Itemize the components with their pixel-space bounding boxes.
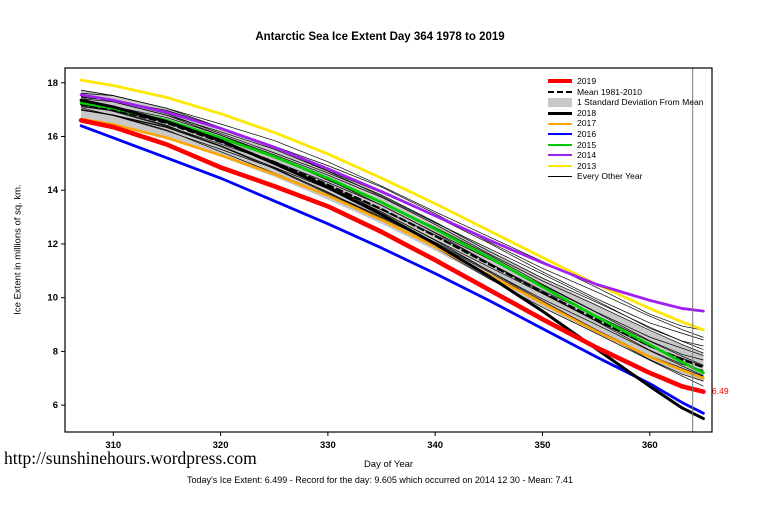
x-tick-label: 310 <box>105 440 121 451</box>
legend-item-label: 2015 <box>577 139 597 150</box>
y-tick-label: 14 <box>47 185 58 196</box>
legend-item-label: 2013 <box>577 160 597 171</box>
legend-item-label: 2014 <box>577 150 597 161</box>
x-tick-label: 360 <box>642 440 658 451</box>
legend-item: Mean 1981-2010 <box>548 87 704 98</box>
series-2019 <box>78 118 706 395</box>
legend-item-label: 2017 <box>577 118 597 129</box>
legend-swatch <box>548 154 572 157</box>
caption: Today's Ice Extent: 6.499 - Record for t… <box>187 475 573 485</box>
x-tick-label: 340 <box>427 440 443 451</box>
legend-item: 2018 <box>548 108 704 119</box>
series-2014 <box>79 93 705 313</box>
y-tick-label: 16 <box>47 132 58 143</box>
legend-item: 2016 <box>548 129 704 140</box>
std-dev-band <box>81 89 704 383</box>
series-2013 <box>79 78 705 332</box>
every-other-year-line <box>81 92 704 338</box>
legend-swatch <box>548 97 572 107</box>
legend-item-label: 1 Standard Deviation From Mean <box>577 97 704 108</box>
legend-swatch <box>548 176 572 178</box>
legend-item: 2019 <box>548 76 704 87</box>
legend-swatch <box>548 90 572 93</box>
every-other-year-line <box>81 95 704 347</box>
legend-item: 2013 <box>548 161 704 172</box>
series-2018 <box>79 98 705 421</box>
legend-swatch <box>548 143 572 146</box>
axis-box <box>64 67 713 433</box>
legend: 2019 Mean 1981-2010 1 Standard Deviation F… <box>548 76 704 182</box>
y-tick-label: 8 <box>53 346 58 357</box>
legend-item-label: Mean 1981-2010 <box>577 86 642 97</box>
legend-item: 1 Standard Deviation From Mean <box>548 97 704 108</box>
y-tick-label: 18 <box>47 78 58 89</box>
y-tick-label: 10 <box>47 293 58 304</box>
legend-swatch <box>548 133 572 136</box>
series-2017 <box>79 117 705 380</box>
current-value-label: 6.49 <box>712 386 729 396</box>
legend-item: 2014 <box>548 150 704 161</box>
x-tick-label: 350 <box>535 440 551 451</box>
legend-item-label: 2018 <box>577 107 597 118</box>
legend-swatch <box>548 79 572 84</box>
x-tick-label: 330 <box>320 440 336 451</box>
legend-item: 2017 <box>548 118 704 129</box>
legend-item: 2015 <box>548 140 704 151</box>
legend-item: Every Other Year <box>548 171 704 182</box>
legend-item-label: 2019 <box>577 76 597 86</box>
every-other-year-line <box>81 98 704 354</box>
y-tick-label: 12 <box>47 239 58 250</box>
y-axis-label: Ice Extent in millions of sq. km. <box>12 184 24 315</box>
legend-swatch <box>548 111 572 115</box>
legend-item-label: Every Other Year <box>577 171 643 182</box>
legend-item-label: 2016 <box>577 128 597 139</box>
chart-title: Antarctic Sea Ice Extent Day 364 1978 to… <box>255 31 505 43</box>
every-other-year-line <box>81 89 704 331</box>
site-url[interactable]: http://sunshinehours.wordpress.com <box>4 448 257 468</box>
every-other-year-line <box>81 97 704 350</box>
legend-swatch <box>548 122 572 125</box>
x-tick-label: 320 <box>213 440 229 451</box>
y-tick-label: 6 <box>53 400 58 411</box>
every-other-year-line <box>81 103 704 371</box>
legend-swatch <box>548 165 572 168</box>
